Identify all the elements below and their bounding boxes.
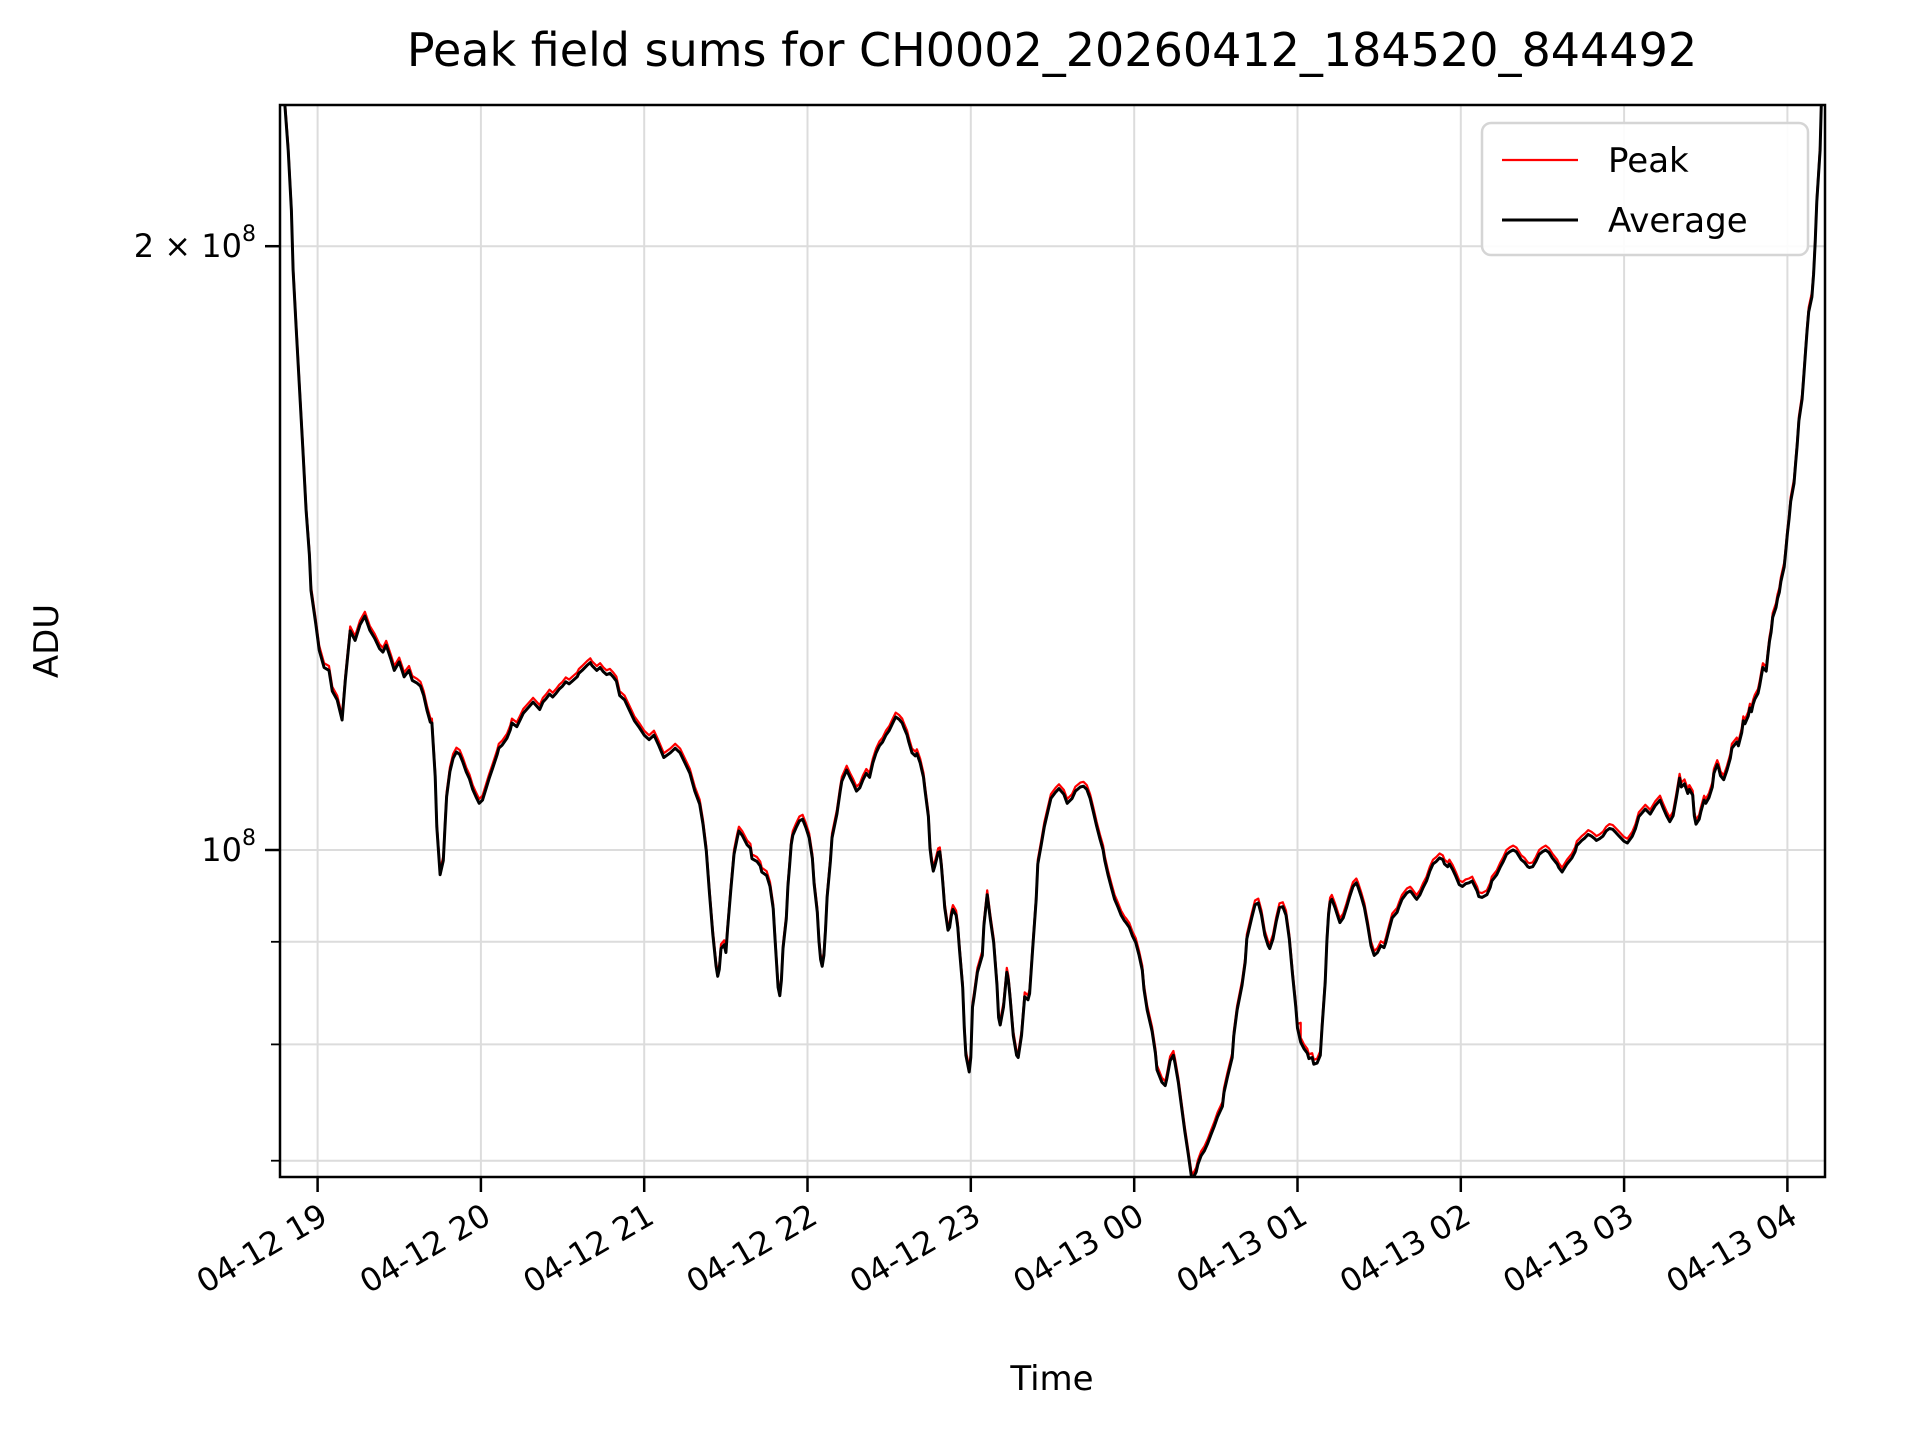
data-series — [283, 105, 1823, 1177]
x-tick-label: 04-13 03 — [1497, 1196, 1641, 1301]
plot-border — [278, 103, 1827, 1179]
x-tick-label: 04-12 23 — [843, 1196, 987, 1301]
chart-title: Peak field sums for CH0002_20260412_1845… — [407, 23, 1697, 77]
x-tick-label: 04-13 00 — [1007, 1196, 1151, 1301]
x-tick-label: 04-12 19 — [190, 1196, 334, 1301]
legend-peak-label: Peak — [1608, 141, 1689, 181]
x-tick-label: 04-13 04 — [1660, 1196, 1804, 1301]
x-tick-label: 04-13 02 — [1333, 1196, 1477, 1301]
peak-line — [284, 105, 1823, 1176]
y-tick-label: 108 — [201, 826, 256, 869]
y-axis-label: ADU — [27, 604, 67, 678]
average-line — [283, 105, 1823, 1177]
axis-ticks — [265, 244, 1789, 1192]
x-tick-labels: 04-12 19 04-12 20 04-12 21 04-12 22 04-12 23… — [190, 1196, 1803, 1301]
legend-box — [1480, 121, 1810, 257]
legend-average-label: Average — [1608, 201, 1748, 241]
x-axis-label: Time — [1009, 1359, 1093, 1399]
legend: Peak Average — [1480, 121, 1810, 257]
x-tick-label: 04-13 01 — [1170, 1196, 1314, 1301]
y-tick-label: 2 × 108 — [134, 222, 256, 265]
x-tick-label: 04-12 21 — [517, 1196, 661, 1301]
grid-lines — [280, 105, 1825, 1177]
x-tick-label: 04-12 22 — [680, 1196, 824, 1301]
y-tick-labels: 2 × 108 108 — [134, 222, 256, 869]
x-tick-label: 04-12 20 — [353, 1196, 497, 1301]
